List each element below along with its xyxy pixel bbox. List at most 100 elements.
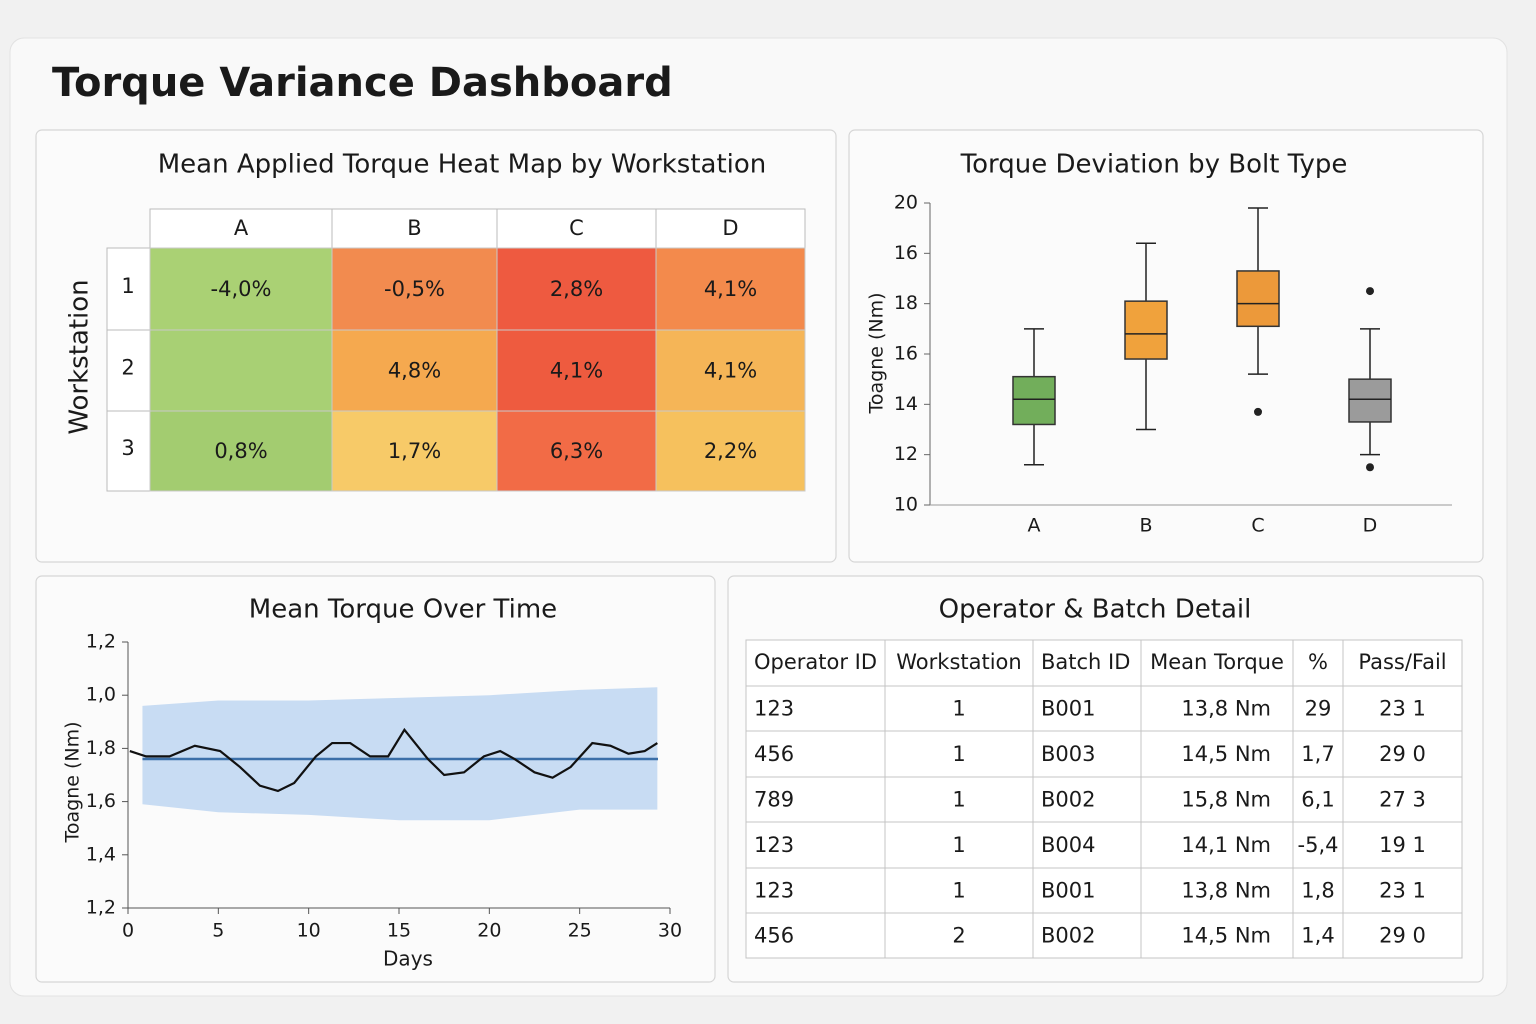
y-tick-label: 18 [894,292,918,314]
table-cell: 123 [754,879,794,903]
y-tick-label: 1,4 [86,843,116,865]
table-cell: 29 [1305,697,1332,721]
x-tick-label: 0 [122,920,134,942]
cell-label: 2,2% [704,439,757,463]
cell-label: 4,1% [550,359,603,383]
table-cell: 1 [952,742,965,766]
box [1012,375,1056,426]
table-cell: 456 [754,924,794,948]
table-cell: 14,5 Nm [1181,924,1271,948]
table-header: Batch ID [1041,650,1130,674]
col-header-cell [331,208,498,249]
table-header: Workstation [896,650,1021,674]
boxplot-title: Torque Deviation by Bolt Type [960,150,1348,180]
box [1236,270,1280,328]
table-header: Mean Torque [1150,650,1284,674]
heat-cell [496,410,657,492]
col-header: A [234,216,249,240]
x-tick-label: D [1363,515,1378,537]
table-cell: 13,8 Nm [1181,879,1271,903]
outlier [1254,407,1262,416]
table-cell: 123 [754,833,794,857]
y-tick-label: 1,8 [86,737,116,759]
heat-cell [655,410,806,492]
table-cell: 789 [754,788,794,812]
table-frame [745,639,1463,959]
table-header: % [1308,650,1328,674]
col-header: C [569,216,584,240]
line-x-label: Days [383,947,433,971]
table-cell: 29 0 [1379,924,1426,948]
table-cell: 2 [952,924,965,948]
table-cell: B003 [1041,742,1096,766]
x-tick-label: 10 [297,920,321,942]
heat-cell [149,329,333,412]
cell-label: 4,8% [388,359,441,383]
cell-label: -0,5% [384,277,445,301]
x-tick-label: 20 [477,920,501,942]
table-cell: 123 [754,697,794,721]
y-tick-label: 1,6 [86,790,116,812]
y-tick-label: 12 [894,443,918,465]
table-header: Operator ID [754,650,877,674]
table-cell: B002 [1041,924,1096,948]
table-cell: B001 [1041,879,1096,903]
heat-cell [496,247,657,331]
table-cell: 15,8 Nm [1181,788,1271,812]
table-cell: 23 1 [1379,879,1426,903]
y-tick-label: 14 [894,393,918,415]
x-tick-label: A [1028,515,1041,537]
heat-cell [496,329,657,412]
table-cell: B002 [1041,788,1096,812]
cell-label: 2,8% [550,277,603,301]
y-tick-label: 1,2 [86,631,116,653]
heat-cell [331,410,498,492]
boxplot-y-label: Toagne (Nm) [866,292,888,414]
y-tick-label: 16 [894,343,918,365]
heatmap-y-label: Workstation [65,279,95,434]
x-tick-label: B [1139,515,1152,537]
row-header: 1 [121,274,134,298]
table-cell: B001 [1041,697,1096,721]
cell-label: 6,3% [550,439,603,463]
outlier [1366,463,1374,472]
outlier [1366,287,1374,296]
table-cell: 29 0 [1379,742,1426,766]
x-tick-label: 25 [568,920,592,942]
heat-cell [331,247,498,331]
row-header-cell [106,329,151,412]
line-title: Mean Torque Over Time [249,595,557,625]
cell-label: -4,0% [211,277,272,301]
heat-cell [331,329,498,412]
table-cell: 456 [754,742,794,766]
heat-cell [149,247,333,331]
table-header: Pass/Fail [1358,650,1446,674]
y-tick-label: 1,0 [86,684,116,706]
heatmap-title: Mean Applied Torque Heat Map by Workstat… [158,150,767,180]
cell-label: 1,7% [388,439,441,463]
row-header: 2 [121,356,134,380]
table-cell: 1,7 [1301,742,1334,766]
col-header: B [407,216,421,240]
box [1348,378,1392,423]
table-cell: 23 1 [1379,697,1426,721]
box [1124,300,1168,360]
table-cell: 14,1 Nm [1181,833,1271,857]
table-cell: 1 [952,833,965,857]
table-cell: 6,1 [1301,788,1334,812]
heat-cell [655,247,806,331]
table-cell: 1,4 [1301,924,1334,948]
cell-label: 0,8% [214,439,267,463]
cell-label: 4,1% [704,277,757,301]
col-header: D [722,216,738,240]
table-cell: 14,5 Nm [1181,742,1271,766]
table-cell: 1 [952,879,965,903]
table-cell: 13,8 Nm [1181,697,1271,721]
x-tick-label: 30 [658,920,682,942]
table-cell: 1,8 [1301,879,1334,903]
line-y-label: Toagne (Nm) [62,721,84,843]
heat-cell [655,329,806,412]
table-cell: 19 1 [1379,833,1426,857]
band [142,687,658,821]
row-header: 3 [121,436,134,460]
